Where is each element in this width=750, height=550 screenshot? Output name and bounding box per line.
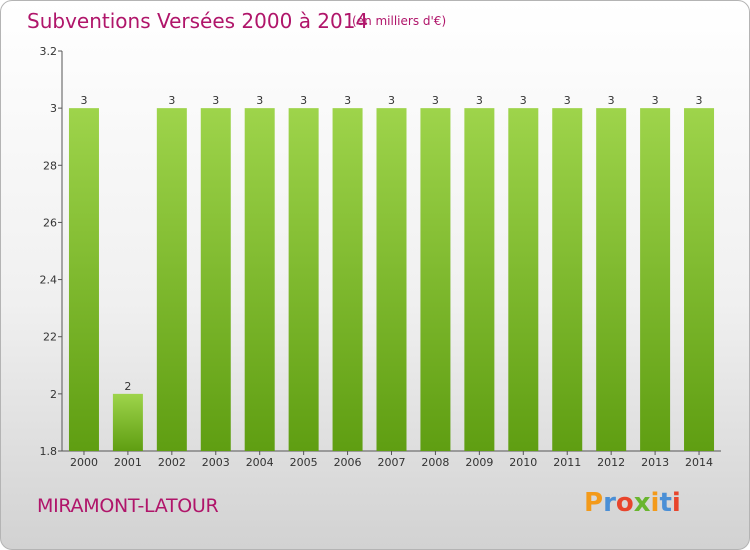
data-label: 3 bbox=[564, 94, 571, 107]
bar bbox=[640, 108, 671, 452]
x-tick-label: 2011 bbox=[553, 456, 581, 469]
data-label: 3 bbox=[256, 94, 263, 107]
x-tick-label: 2012 bbox=[597, 456, 625, 469]
chart-title: Subventions Versées 2000 à 2014 bbox=[27, 9, 369, 33]
bar bbox=[156, 108, 187, 452]
bar bbox=[68, 108, 99, 452]
logo-letter: P bbox=[584, 488, 604, 518]
data-label: 3 bbox=[608, 94, 615, 107]
logo-letter: t bbox=[659, 488, 672, 518]
y-tick-label: 2.4 bbox=[40, 274, 58, 287]
logo-letter: i bbox=[671, 488, 681, 518]
data-label: 3 bbox=[652, 94, 659, 107]
data-label: 3 bbox=[432, 94, 439, 107]
chart-labels: 1.82222.4262833.220003200122002320033200… bbox=[40, 45, 714, 469]
x-tick-label: 2002 bbox=[158, 456, 186, 469]
bar bbox=[244, 108, 275, 452]
y-tick-label: 26 bbox=[43, 216, 57, 229]
commune-name: MIRAMONT-LATOUR bbox=[37, 495, 219, 517]
bar bbox=[420, 108, 451, 452]
proxiti-logo: Proxiti bbox=[584, 488, 681, 518]
y-tick-label: 22 bbox=[43, 331, 57, 344]
x-tick-label: 2005 bbox=[290, 456, 318, 469]
x-tick-label: 2010 bbox=[509, 456, 537, 469]
x-tick-label: 2009 bbox=[465, 456, 493, 469]
data-label: 3 bbox=[212, 94, 219, 107]
bar bbox=[596, 108, 627, 452]
x-tick-label: 2003 bbox=[202, 456, 230, 469]
y-tick-label: 1.8 bbox=[40, 445, 58, 458]
y-tick-label: 2 bbox=[50, 388, 57, 401]
data-label: 3 bbox=[80, 94, 87, 107]
x-tick-label: 2006 bbox=[334, 456, 362, 469]
data-label: 3 bbox=[388, 94, 395, 107]
y-tick-label: 3.2 bbox=[40, 45, 58, 58]
x-tick-label: 2014 bbox=[685, 456, 713, 469]
data-label: 3 bbox=[476, 94, 483, 107]
logo-letter: x bbox=[633, 488, 651, 518]
bar bbox=[332, 108, 363, 452]
logo-letter: i bbox=[650, 488, 660, 518]
bar bbox=[200, 108, 231, 452]
y-tick-label: 28 bbox=[43, 159, 57, 172]
data-label: 3 bbox=[520, 94, 527, 107]
x-tick-label: 2007 bbox=[378, 456, 406, 469]
logo-letter: r bbox=[603, 488, 616, 518]
bar bbox=[112, 393, 143, 451]
logo-letter: o bbox=[615, 488, 634, 518]
x-tick-label: 2000 bbox=[70, 456, 98, 469]
chart-bars bbox=[68, 108, 715, 452]
data-label: 2 bbox=[124, 380, 131, 393]
x-tick-label: 2013 bbox=[641, 456, 669, 469]
chart-unit: (en milliers d'€) bbox=[352, 14, 447, 28]
bar bbox=[684, 108, 715, 452]
bar bbox=[376, 108, 407, 452]
x-tick-label: 2004 bbox=[246, 456, 274, 469]
y-tick-label: 3 bbox=[50, 102, 57, 115]
bar bbox=[508, 108, 539, 452]
data-label: 3 bbox=[300, 94, 307, 107]
data-label: 3 bbox=[344, 94, 351, 107]
bar bbox=[288, 108, 319, 452]
data-label: 3 bbox=[696, 94, 703, 107]
x-tick-label: 2008 bbox=[421, 456, 449, 469]
bar bbox=[552, 108, 583, 452]
data-label: 3 bbox=[168, 94, 175, 107]
x-tick-label: 2001 bbox=[114, 456, 142, 469]
bar bbox=[464, 108, 495, 452]
